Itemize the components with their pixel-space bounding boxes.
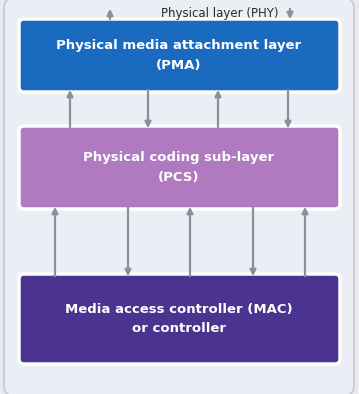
Text: Physical media attachment layer: Physical media attachment layer (56, 39, 302, 52)
Text: Physical layer (PHY): Physical layer (PHY) (161, 6, 279, 19)
FancyBboxPatch shape (4, 0, 354, 394)
Text: (PCS): (PCS) (158, 171, 200, 184)
FancyBboxPatch shape (19, 126, 340, 209)
Text: Media access controller (MAC): Media access controller (MAC) (65, 303, 293, 316)
Text: (PMA): (PMA) (156, 59, 202, 72)
Text: or controller: or controller (132, 323, 226, 336)
FancyBboxPatch shape (19, 274, 340, 364)
Text: Physical coding sub-layer: Physical coding sub-layer (83, 151, 275, 164)
FancyBboxPatch shape (19, 19, 340, 92)
